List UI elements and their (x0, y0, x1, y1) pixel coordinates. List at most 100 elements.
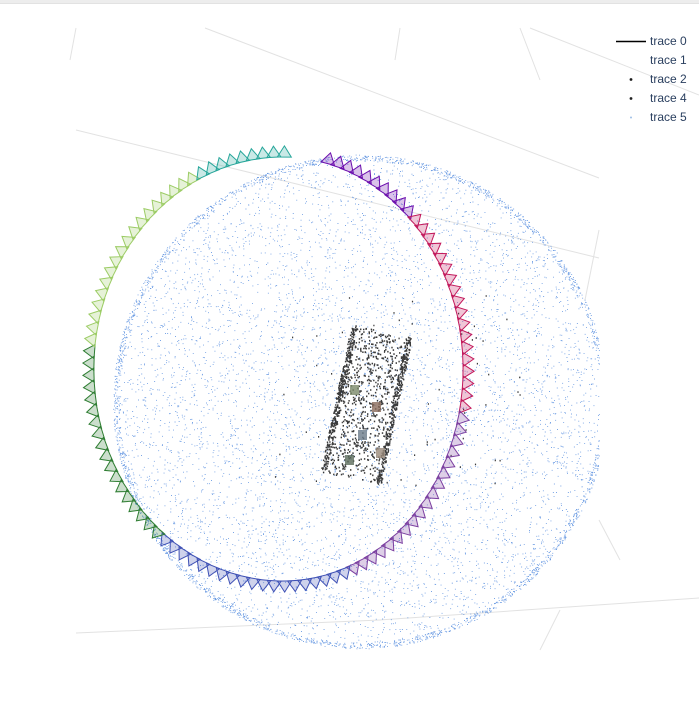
camera-frustum (128, 498, 143, 513)
camera-frustum (215, 567, 231, 582)
camera-frustum (81, 355, 95, 372)
camera-frustum (83, 332, 98, 348)
camera-frustum (432, 252, 448, 267)
camera-frustum (151, 524, 166, 539)
camera-frustum (178, 545, 193, 561)
camera-frustum (225, 570, 241, 586)
camera-frustum (363, 549, 378, 565)
camera-frustum (115, 478, 130, 493)
legend-item[interactable]: trace 5 (612, 108, 699, 127)
camera-frustum (94, 436, 110, 452)
sphere-points (113, 154, 600, 650)
camera-frustum (348, 164, 364, 179)
camera-frustum (98, 276, 114, 292)
camera-frustum (445, 443, 461, 459)
camera-frustum (286, 579, 303, 593)
camera-frustum (160, 191, 175, 207)
object-color-patch (372, 402, 381, 412)
camera-frustum (205, 160, 221, 176)
camera-frustum (135, 507, 151, 522)
camera-frustum (424, 485, 440, 500)
camera-frustum (245, 576, 262, 591)
camera-frustum (375, 182, 389, 197)
camera-frustum (205, 562, 221, 578)
legend-swatch (616, 59, 646, 62)
camera-frustum (91, 298, 106, 314)
camera-frustum (169, 184, 183, 200)
camera-frustum (456, 316, 471, 333)
camera-frustum (266, 579, 283, 593)
camera-frustum (187, 171, 202, 187)
camera-frustum (83, 390, 98, 407)
camera-frustum (276, 580, 293, 594)
legend-item[interactable]: trace 4 (612, 89, 699, 108)
camera-frustum (442, 273, 458, 288)
legend-dot-marker (629, 97, 633, 100)
camera-frustum (196, 557, 211, 573)
camera-frustum (383, 189, 398, 204)
camera-frustum (460, 339, 475, 356)
camera-frustum (459, 328, 473, 344)
legend-label: trace 5 (650, 110, 687, 124)
legend-item[interactable]: trace 2 (612, 70, 699, 89)
camera-frustum (85, 320, 100, 337)
object-color-patch (358, 430, 367, 440)
legend: trace 0 trace 1 trace 2 trace 4 trace 5 (612, 32, 699, 127)
camera-frustum (345, 560, 360, 576)
camera-frustum (143, 515, 158, 531)
sphere-point-cloud (113, 154, 600, 650)
camera-frustum (455, 409, 470, 426)
camera-frustum (454, 305, 469, 321)
camera-frustum (462, 363, 476, 380)
camera-frustum (88, 413, 103, 430)
camera-frustum (435, 465, 451, 479)
grid-line (584, 229, 600, 301)
window-top-edge (0, 0, 699, 4)
camera-frustum (413, 222, 429, 238)
object-color-patch (376, 448, 385, 458)
camera-frustum (82, 378, 96, 395)
camera-frustum (235, 574, 251, 589)
legend-swatch (629, 97, 633, 100)
camera-frustum (446, 283, 462, 299)
camera-frustum (335, 565, 351, 581)
camera-frustum (103, 266, 119, 281)
camera-frustum (418, 494, 433, 509)
camera-frustum (91, 425, 106, 441)
camera-frustum (196, 165, 211, 181)
camera-frustum (128, 226, 143, 241)
grid-line (539, 609, 561, 651)
camera-frustum (391, 196, 406, 212)
legend-swatch (616, 40, 646, 43)
camera-frustum (329, 155, 345, 170)
camera-frustum (109, 468, 124, 483)
camera-frustum (276, 144, 293, 158)
camera-frustum (440, 454, 456, 469)
grid-line (598, 519, 621, 561)
camera-frustum (85, 402, 100, 418)
camera-frustum (452, 421, 468, 437)
camera-frustum (420, 232, 436, 247)
camera-frustum (406, 213, 422, 229)
camera-frustum (458, 398, 473, 414)
camera-frustum (357, 169, 372, 185)
camera-frustum (461, 351, 475, 368)
camera-frustum (437, 262, 453, 277)
camera-frustum (380, 536, 395, 552)
camera-frustum (461, 374, 475, 391)
camera-frustum (94, 287, 110, 303)
camera-frustum (81, 367, 95, 383)
camera-frustum (135, 216, 150, 232)
legend-item[interactable]: trace 1 (612, 51, 699, 70)
camera-frustum (430, 475, 446, 489)
camera-frustum (450, 294, 466, 310)
camera-frustum (460, 386, 474, 403)
legend-dot-marker (629, 78, 633, 81)
object-color-patch (345, 455, 354, 465)
camera-frustum (426, 242, 442, 257)
legend-item[interactable]: trace 0 (612, 32, 699, 51)
grid-line (519, 27, 541, 81)
legend-label: trace 1 (650, 53, 687, 67)
camera-frustum (255, 578, 272, 592)
